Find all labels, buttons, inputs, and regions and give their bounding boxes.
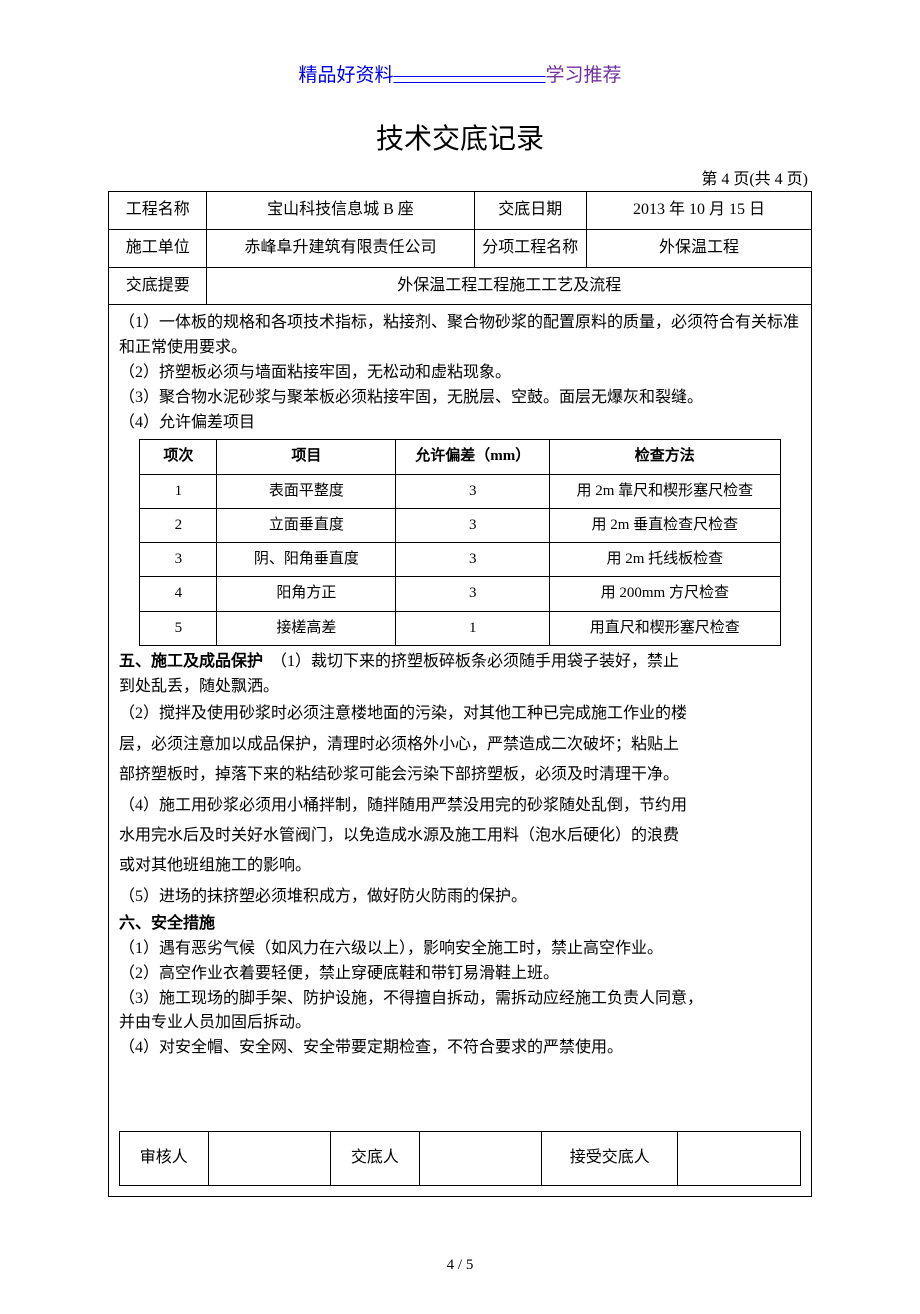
cell: 用 2m 垂直检查尺检查 (550, 508, 780, 542)
sign-label: 审核人 (120, 1131, 209, 1185)
sign-blank (419, 1131, 542, 1185)
paragraph: 或对其他班组施工的影响。 (119, 851, 801, 881)
table-row: 3 阴、阳角垂直度 3 用 2m 托线板检查 (140, 543, 780, 577)
section-heading: 五、施工及成品保护 (119, 653, 263, 670)
meta-table: 工程名称 宝山科技信息城 B 座 交底日期 2013 年 10 月 15 日 施… (108, 191, 812, 305)
col-header: 项次 (140, 440, 217, 474)
sign-blank (678, 1131, 801, 1185)
table-row: 交底提要 外保温工程工程施工工艺及流程 (109, 267, 812, 305)
signature-table: 审核人 交底人 接受交底人 (119, 1131, 801, 1186)
sign-label: 接受交底人 (542, 1131, 678, 1185)
paragraph: （2）挤塑板必须与墙面粘接牢固，无松动和虚粘现象。 (119, 361, 801, 386)
table-row: 2 立面垂直度 3 用 2m 垂直检查尺检查 (140, 508, 780, 542)
paragraph: （1）一体板的规格和各项技术指标，粘接剂、聚合物砂浆的配置原料的质量，必须符合有… (119, 311, 801, 361)
paragraph: （5）进场的抹挤塑必须堆积成方，做好防火防雨的保护。 (119, 882, 801, 912)
content-body: （1）一体板的规格和各项技术指标，粘接剂、聚合物砂浆的配置原料的质量，必须符合有… (108, 305, 812, 1196)
meta-key: 施工单位 (109, 229, 207, 267)
table-row: 施工单位 赤峰阜升建筑有限责任公司 分项工程名称 外保温工程 (109, 229, 812, 267)
meta-val: 外保温工程 (587, 229, 812, 267)
page: 精品好资料————————学习推荐 技术交底记录 第 4 页(共 4 页) 工程… (0, 0, 920, 1314)
cell: 5 (140, 611, 217, 645)
paragraph: 层，必须注意加以成品保护，清理时必须格外小心，严禁造成二次破坏；粘贴上 (119, 730, 801, 760)
banner-part3: 学习推荐 (546, 65, 622, 86)
section-heading-text: 六、安全措施 (119, 915, 215, 932)
sign-blank (208, 1131, 331, 1185)
page-title: 技术交底记录 (108, 117, 812, 157)
page-counter: 第 4 页(共 4 页) (108, 165, 812, 189)
meta-val: 外保温工程工程施工工艺及流程 (207, 267, 812, 305)
cell: 3 (140, 543, 217, 577)
meta-key: 分项工程名称 (474, 229, 586, 267)
text: （1）裁切下来的挤塑板碎板条必须随手用袋子装好，禁止 (271, 653, 679, 670)
cell: 用 2m 托线板检查 (550, 543, 780, 577)
paragraph: 五、施工及成品保护 （1）裁切下来的挤塑板碎板条必须随手用袋子装好，禁止 (119, 650, 801, 675)
table-row: 项次 项目 允许偏差（mm） 检查方法 (140, 440, 780, 474)
cell: 立面垂直度 (217, 508, 396, 542)
cell: 3 (396, 474, 550, 508)
meta-val: 赤峰阜升建筑有限责任公司 (207, 229, 474, 267)
meta-key: 交底日期 (474, 192, 586, 230)
cell: 用直尺和楔形塞尺检查 (550, 611, 780, 645)
meta-val: 宝山科技信息城 B 座 (207, 192, 474, 230)
page-footer: 4 / 5 (108, 1257, 812, 1274)
cell: 3 (396, 508, 550, 542)
paragraph: 并由专业人员加固后拆动。 (119, 1011, 801, 1036)
paragraph: （2）搅拌及使用砂浆时必须注意楼地面的污染，对其他工种已完成施工作业的楼 (119, 699, 801, 729)
paragraph: 到处乱丢，随处飘洒。 (119, 675, 801, 700)
table-row: 审核人 交底人 接受交底人 (120, 1131, 801, 1185)
cell: 阳角方正 (217, 577, 396, 611)
banner-part2: ———————— (394, 65, 546, 86)
cell: 1 (396, 611, 550, 645)
meta-key: 交底提要 (109, 267, 207, 305)
paragraph: （4）施工用砂浆必须用小桶拌制，随拌随用严禁没用完的砂浆随处乱倒，节约用 (119, 791, 801, 821)
cell: 表面平整度 (217, 474, 396, 508)
table-row: 1 表面平整度 3 用 2m 靠尺和楔形塞尺检查 (140, 474, 780, 508)
col-header: 允许偏差（mm） (396, 440, 550, 474)
cell: 用 200mm 方尺检查 (550, 577, 780, 611)
section-heading: 六、安全措施 (119, 912, 801, 937)
cell: 4 (140, 577, 217, 611)
col-header: 检查方法 (550, 440, 780, 474)
paragraph: （1）遇有恶劣气候（如风力在六级以上），影响安全施工时，禁止高空作业。 (119, 937, 801, 962)
paragraph: 部挤塑板时，掉落下来的粘结砂浆可能会污染下部挤塑板，必须及时清理干净。 (119, 760, 801, 790)
header-banner: 精品好资料————————学习推荐 (108, 60, 812, 87)
cell: 阴、阳角垂直度 (217, 543, 396, 577)
cell: 2 (140, 508, 217, 542)
paragraph: （3）聚合物水泥砂浆与聚苯板必须粘接牢固，无脱层、空鼓。面层无爆灰和裂缝。 (119, 386, 801, 411)
meta-key: 工程名称 (109, 192, 207, 230)
cell: 3 (396, 577, 550, 611)
banner-part1: 精品好资料 (298, 65, 393, 86)
spacer (119, 1061, 801, 1131)
table-row: 工程名称 宝山科技信息城 B 座 交底日期 2013 年 10 月 15 日 (109, 192, 812, 230)
paragraph: （3）施工现场的脚手架、防护设施，不得擅自拆动，需拆动应经施工负责人同意， (119, 987, 801, 1012)
meta-val: 2013 年 10 月 15 日 (587, 192, 812, 230)
table-row: 5 接槎高差 1 用直尺和楔形塞尺检查 (140, 611, 780, 645)
paragraph: （4）允许偏差项目 (119, 411, 801, 436)
col-header: 项目 (217, 440, 396, 474)
paragraph: 水用完水后及时关好水管阀门，以免造成水源及施工用料（泡水后硬化）的浪费 (119, 821, 801, 851)
paragraph: （4）对安全帽、安全网、安全带要定期检查，不符合要求的严禁使用。 (119, 1036, 801, 1061)
sign-label: 交底人 (331, 1131, 420, 1185)
cell: 用 2m 靠尺和楔形塞尺检查 (550, 474, 780, 508)
tolerance-table: 项次 项目 允许偏差（mm） 检查方法 1 表面平整度 3 用 2m 靠尺和楔形… (139, 439, 780, 646)
paragraph: （2）高空作业衣着要轻便，禁止穿硬底鞋和带钉易滑鞋上班。 (119, 962, 801, 987)
table-row: 4 阳角方正 3 用 200mm 方尺检查 (140, 577, 780, 611)
cell: 接槎高差 (217, 611, 396, 645)
cell: 1 (140, 474, 217, 508)
cell: 3 (396, 543, 550, 577)
